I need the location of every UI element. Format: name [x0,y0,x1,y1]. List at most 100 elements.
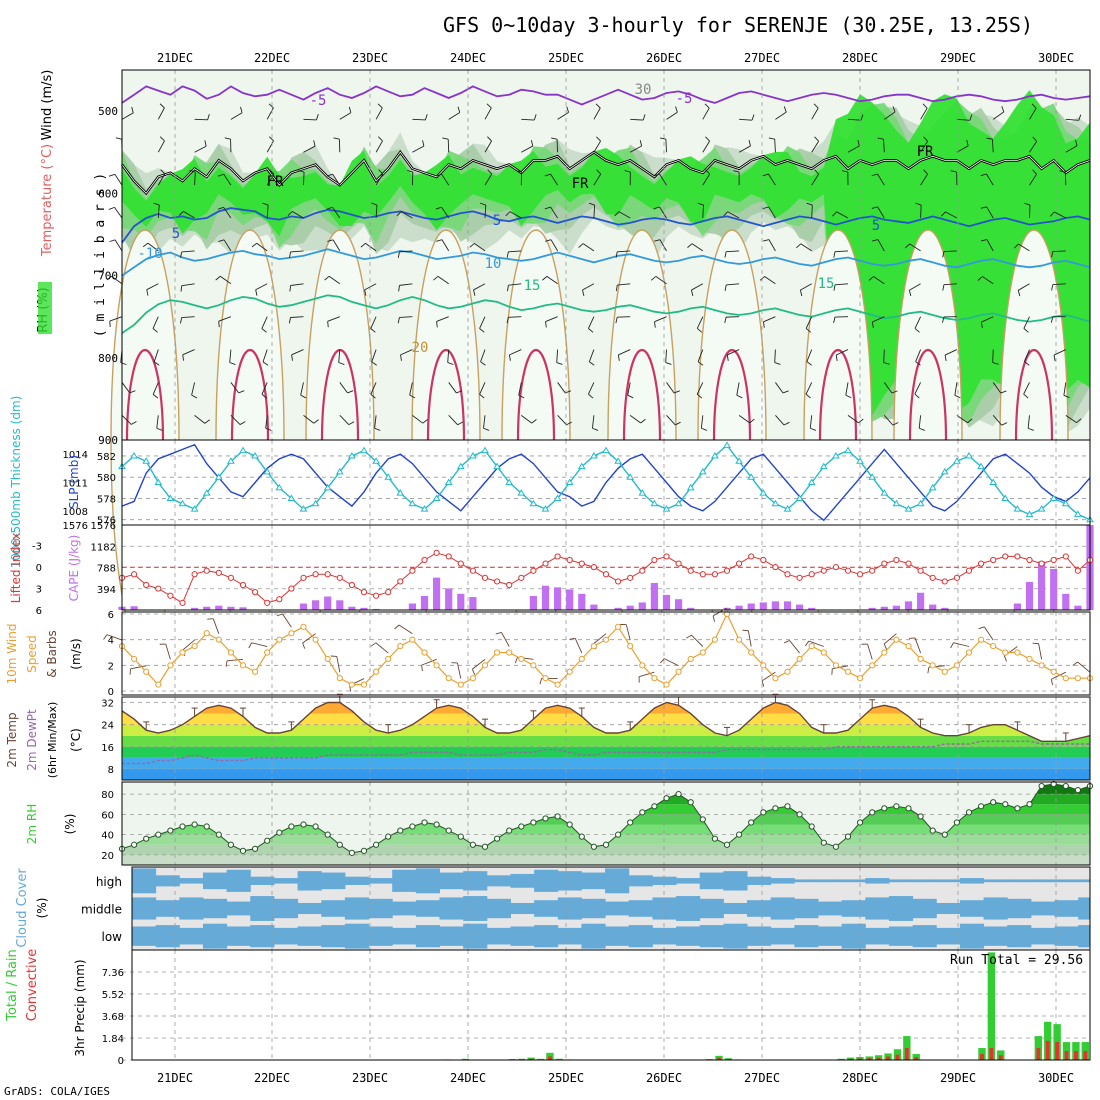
wind-barb-feather [261,394,267,399]
wind-barb [375,107,383,120]
cape-bar [578,593,586,610]
wind-barb [332,173,341,186]
run-total-label: Run Total = 29.56 [950,953,1083,968]
wind-barb-feather [178,211,184,216]
cape-frame [121,524,1091,611]
cloud-cell-middle [155,900,168,917]
cloud-cell-middle [616,901,630,916]
wind-barb [223,174,232,186]
rh-point [167,827,174,834]
wind-speed-point [155,681,162,688]
surface-wind-barb [472,658,486,670]
lifted-index-point [457,560,464,567]
wind-speed-point [469,675,476,682]
cloud-cell-middle [368,898,381,919]
wind-barb-feather [690,289,694,297]
wind-speed-point [336,675,343,682]
thickness-point [977,462,985,470]
cloud-cell-high [1078,879,1091,883]
cloud-cell-high [273,878,287,884]
wind-barb [727,349,740,356]
wind-barb [409,382,413,396]
wind-speed-point [639,662,646,669]
cloud-cell-high [285,878,299,884]
wind-barb-feather [289,251,291,258]
wind-barbs-axis-label: & Barbs [45,630,59,678]
wind-barb-feather [262,361,269,366]
lifted-index-point [276,596,283,603]
rh-point [699,816,706,823]
wind-barb [265,415,268,429]
precip-frame [131,949,1091,1061]
cloud-cell-high [202,872,216,890]
wind-barb-feather [533,114,537,121]
date-label-bottom: 26DEC [646,1071,682,1085]
precip-convective-bar [858,1058,862,1060]
surface-wind-barb-feather [248,642,253,649]
wind-barb-feather [841,170,848,173]
lifted-index-point [1026,556,1033,564]
thickness-point [747,473,756,480]
lifted-index-point [893,556,900,564]
wind-barb [666,382,675,394]
cape-bar [336,600,344,610]
rh-point [469,841,476,848]
cloud-cell-middle [664,897,677,920]
cloud-cell-middle [806,898,819,919]
lifted-index-point [1074,567,1082,574]
cloud-cell-middle [380,898,393,919]
lifted-index-point [506,581,513,589]
wind-barb-feather [106,275,112,281]
thickness-axis-label: 1000-500mb Thickness (dm) [9,396,23,569]
precip-background [132,950,1090,1060]
cloud-cell-low [877,927,890,945]
wind-barb-feather [877,137,884,140]
wind-background [122,612,1090,695]
lifted-index-point [530,567,537,574]
wind-barb [954,382,958,396]
wind-barb [266,205,269,219]
wind-speed-point [820,649,827,656]
wind-barb [877,206,885,219]
wind-barb [956,118,970,121]
lifted-index-point [191,571,198,578]
thickness-point [674,499,683,507]
wind-barb-feather [566,421,572,426]
wind-axis-label: 10m Wind [5,624,19,685]
wind-barb-feather [726,354,729,361]
rh-point [1050,780,1057,788]
cloud-cell-high [687,878,701,884]
wind-barb [111,275,123,285]
rh-point [239,847,247,854]
cloud-cell-middle [699,898,713,919]
wind-barb [230,415,241,425]
lifted-index-point [699,571,706,578]
wind-barb-feather [447,362,454,365]
cape-bar [783,601,792,610]
wind-speed-point [131,655,138,663]
cloud-cell-middle [167,900,180,917]
cloud-cell-high [865,878,878,884]
wind-barb [114,207,123,219]
thickness-point [444,478,453,485]
cloud-cell-low [202,923,216,949]
wind-speed-point [736,636,743,643]
wind-barb-feather [1063,394,1070,399]
cloud-cell-middle [900,896,914,921]
wind-barb-feather [487,136,492,142]
precip-convective-bar [886,1056,890,1060]
lifted-index-point [469,567,476,574]
rh-point [554,813,561,820]
wind-barb [945,211,958,219]
wind-barb [290,283,304,286]
rh-point [215,831,222,838]
rh-tick-label: 40 [101,831,114,842]
wind-barb [593,140,601,153]
wind-speed-axis-label: Speed [25,635,39,673]
surface-wind-barb-feather [927,667,930,674]
wind-barb-feather [763,239,770,242]
wind-barb [726,250,740,253]
cloud-cell-high [309,871,322,891]
wind-barb [845,382,849,396]
temp-band [122,768,1090,780]
